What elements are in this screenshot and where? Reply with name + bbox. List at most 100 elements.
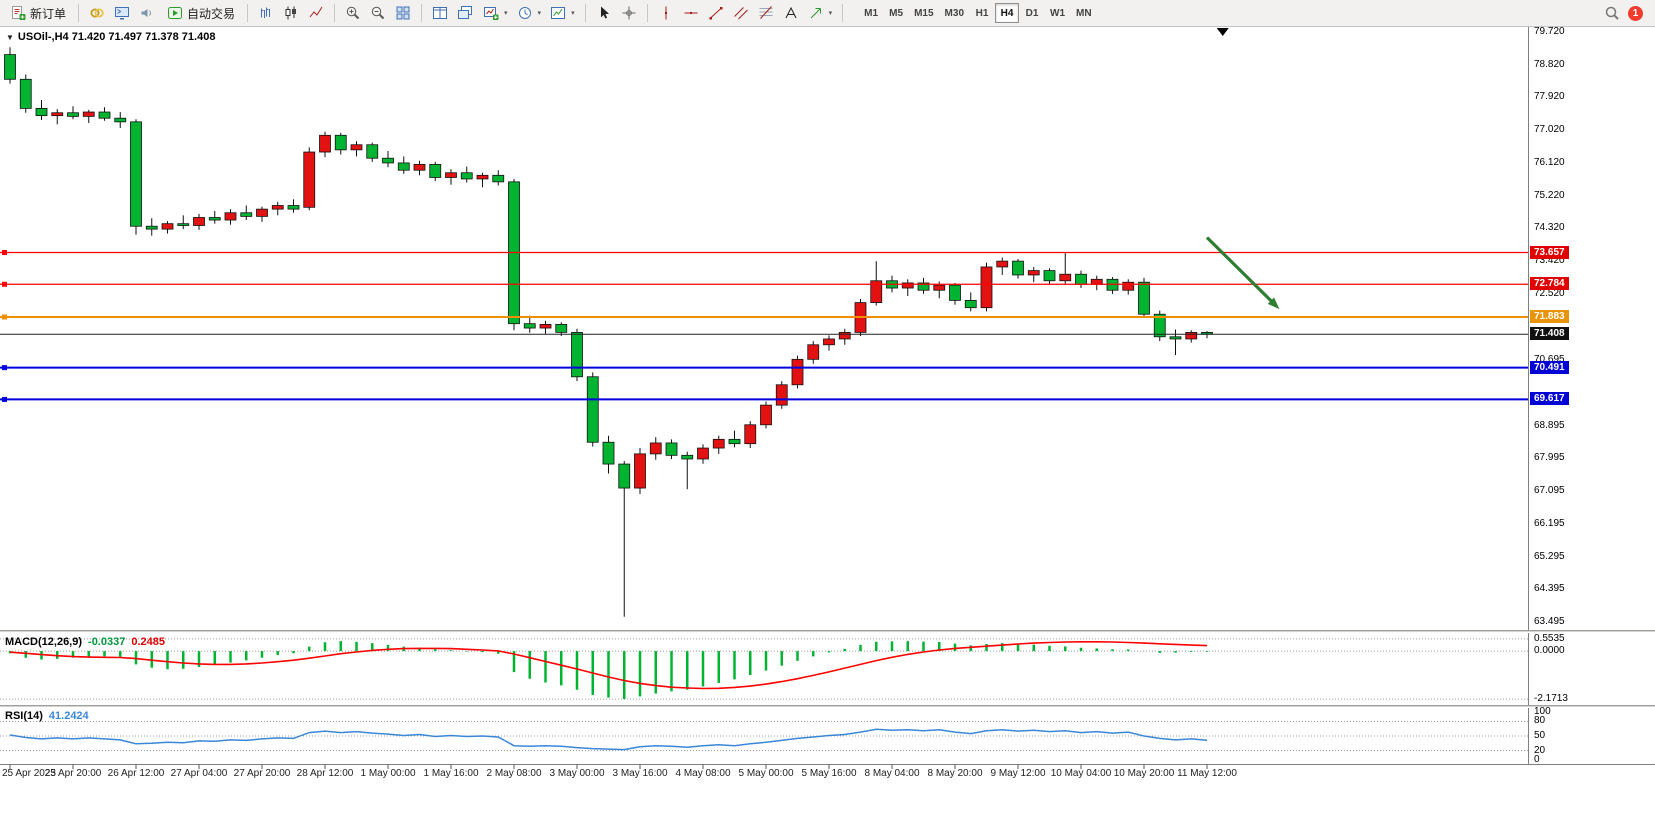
panel-divider[interactable] xyxy=(0,630,1655,633)
search-button[interactable] xyxy=(1600,2,1624,24)
terminal-icon xyxy=(114,5,130,21)
cascade-windows-button[interactable] xyxy=(453,2,477,24)
hline-71.883[interactable] xyxy=(0,314,1528,320)
line-chart-icon xyxy=(308,5,324,21)
timeframe-h1-button[interactable]: H1 xyxy=(970,3,994,23)
timeframe-m15-button[interactable]: M15 xyxy=(909,3,938,23)
candle xyxy=(838,332,851,340)
candle xyxy=(19,78,32,109)
hline-73.657[interactable] xyxy=(0,250,1528,256)
timeframe-h4-button[interactable]: H4 xyxy=(995,3,1019,23)
candle xyxy=(1153,313,1166,338)
pointer-group xyxy=(592,2,641,24)
template-button[interactable]: ▾ xyxy=(546,2,579,24)
candle xyxy=(823,338,835,346)
auto-arrange-icon xyxy=(395,5,411,21)
candle xyxy=(744,424,757,445)
hline-69.617[interactable] xyxy=(0,396,1528,402)
channel-icon xyxy=(733,5,749,21)
candle xyxy=(145,225,158,230)
candle xyxy=(130,121,142,227)
candle xyxy=(350,144,363,151)
candle xyxy=(114,117,127,123)
candle xyxy=(397,162,410,171)
candle xyxy=(964,300,977,309)
horizontal-line-button[interactable] xyxy=(679,2,703,24)
window-group xyxy=(428,2,477,24)
candle xyxy=(1090,278,1103,285)
tile-windows-button[interactable] xyxy=(428,2,452,24)
candle xyxy=(429,163,442,178)
candle xyxy=(901,282,914,289)
price-axis[interactable] xyxy=(1528,27,1655,764)
trend-arrow[interactable] xyxy=(1205,236,1280,310)
candle xyxy=(1122,281,1135,291)
fibonacci-button[interactable] xyxy=(754,2,778,24)
terminal-button[interactable] xyxy=(110,2,134,24)
channel-button[interactable] xyxy=(729,2,753,24)
vertical-line-icon xyxy=(658,5,674,21)
candle xyxy=(35,107,48,117)
alerts-button[interactable] xyxy=(135,2,159,24)
timeframe-d1-button[interactable]: D1 xyxy=(1020,3,1044,23)
candle xyxy=(224,212,237,221)
candle xyxy=(82,111,95,117)
crosshair-button[interactable] xyxy=(617,2,641,24)
zoom-out-button[interactable] xyxy=(366,2,390,24)
timeframe-mn-button[interactable]: MN xyxy=(1071,3,1097,23)
candle xyxy=(492,174,505,183)
toolbar-separator xyxy=(247,4,249,22)
candle xyxy=(366,144,379,159)
template-icon xyxy=(550,5,566,21)
toolbar-separator xyxy=(78,4,80,22)
top-marker[interactable] xyxy=(1216,28,1229,36)
line-chart-button[interactable] xyxy=(304,2,328,24)
new-order-doc-icon xyxy=(10,5,26,21)
trendline-button[interactable] xyxy=(704,2,728,24)
candle xyxy=(1169,336,1182,340)
candle xyxy=(208,217,221,221)
timeframe-m1-button[interactable]: M1 xyxy=(859,3,883,23)
time-axis[interactable] xyxy=(0,764,1655,788)
hline-72.784[interactable] xyxy=(0,281,1528,287)
timeframe-m30-button[interactable]: M30 xyxy=(940,3,969,23)
candle xyxy=(996,260,1009,268)
vertical-line-button[interactable] xyxy=(654,2,678,24)
candle xyxy=(240,212,253,217)
candle xyxy=(51,112,64,117)
candle xyxy=(775,384,788,406)
timeframe-m5-button[interactable]: M5 xyxy=(884,3,908,23)
auto-arrange-button[interactable] xyxy=(391,2,415,24)
cursor-icon xyxy=(596,5,612,21)
macd-signal-line xyxy=(9,640,1208,690)
bars-button[interactable] xyxy=(254,2,278,24)
text-button[interactable] xyxy=(779,2,803,24)
new-order-button[interactable]: 新订单 xyxy=(4,2,72,24)
metaeditor-button[interactable] xyxy=(85,2,109,24)
candle xyxy=(460,172,473,180)
search-icon xyxy=(1604,5,1620,21)
panel-divider[interactable] xyxy=(0,705,1655,708)
arrows-button[interactable]: ▾ xyxy=(804,2,837,24)
dropdown-caret-icon: ▾ xyxy=(571,10,575,17)
candle xyxy=(634,453,646,489)
candle xyxy=(303,151,316,208)
candle xyxy=(602,441,615,465)
candle xyxy=(523,323,536,329)
crosshair-icon xyxy=(621,5,637,21)
notification-badge[interactable]: 1 xyxy=(1628,5,1643,21)
timeframe-w1-button[interactable]: W1 xyxy=(1045,3,1070,23)
candles-button[interactable] xyxy=(279,2,303,24)
cursor-button[interactable] xyxy=(592,2,616,24)
candle xyxy=(4,54,16,80)
period-button[interactable]: ▾ xyxy=(513,2,546,24)
autotrading-button[interactable]: 自动交易 xyxy=(161,2,241,24)
candle xyxy=(791,358,804,386)
candle xyxy=(271,205,284,210)
alerts-icon xyxy=(139,5,155,21)
new-chart-button[interactable]: ▾ xyxy=(479,2,512,24)
zoom-in-button[interactable] xyxy=(341,2,365,24)
hline-70.491[interactable] xyxy=(0,365,1528,371)
